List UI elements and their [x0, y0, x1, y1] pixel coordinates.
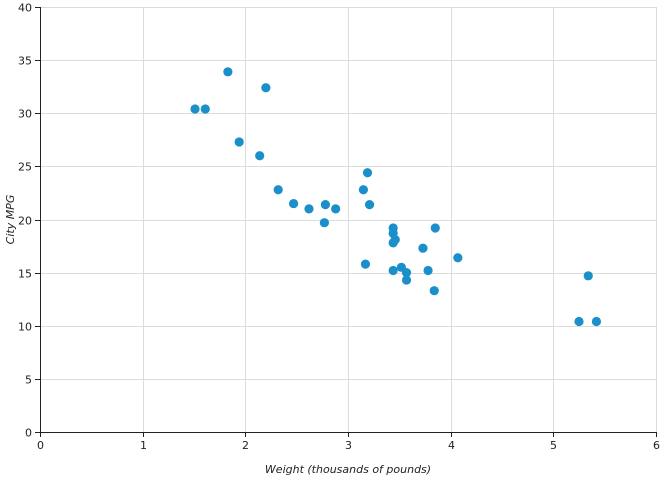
x-tick-label: 6 [653, 439, 660, 452]
data-point [591, 316, 602, 327]
y-tick-label: 35 [18, 55, 32, 68]
y-tick-label: 25 [18, 161, 32, 174]
data-point [331, 204, 341, 214]
data-point [304, 204, 314, 214]
data-point [583, 271, 593, 281]
data-point [288, 198, 299, 209]
data-point [358, 185, 368, 195]
data-point [319, 218, 329, 228]
x-tick-label: 2 [242, 439, 249, 452]
data-point [261, 83, 271, 93]
data-point [255, 151, 265, 161]
tick-labels: 0 1 2 3 4 5 6 0 5 10 15 20 25 30 35 40 [18, 2, 660, 453]
y-axis-title: City MPG [4, 195, 17, 245]
data-point [200, 104, 210, 114]
data-point [364, 200, 375, 210]
grid [40, 7, 657, 432]
axes [35, 7, 657, 437]
data-point [574, 316, 584, 327]
data-point [190, 104, 200, 114]
data-point [430, 223, 440, 233]
y-tick-label: 15 [18, 268, 32, 281]
data-point [362, 168, 373, 178]
data-point [320, 200, 331, 210]
data-point [360, 259, 371, 269]
data-point [273, 185, 283, 195]
data-point [418, 243, 428, 253]
y-tick-label: 40 [18, 2, 32, 15]
x-tick-label: 4 [448, 439, 455, 452]
y-tick-label: 10 [18, 321, 32, 334]
data-point [423, 265, 433, 276]
data-point [390, 235, 400, 245]
x-tick-label: 5 [550, 439, 557, 452]
data-point [234, 137, 244, 147]
data-point [453, 253, 463, 263]
data-point [429, 286, 439, 296]
y-tick-label: 20 [18, 215, 32, 228]
x-axis-title: Weight (thousands of pounds) [265, 463, 431, 476]
data-point [401, 275, 412, 285]
x-tick-label: 0 [37, 439, 44, 452]
data-points [190, 67, 602, 327]
x-tick-label: 3 [345, 439, 352, 452]
y-tick-label: 0 [25, 427, 32, 440]
data-point [223, 67, 233, 77]
y-tick-label: 5 [25, 374, 32, 387]
x-tick-label: 1 [140, 439, 147, 452]
data-point [388, 265, 398, 276]
y-tick-label: 30 [18, 108, 32, 121]
data-point [401, 268, 412, 278]
